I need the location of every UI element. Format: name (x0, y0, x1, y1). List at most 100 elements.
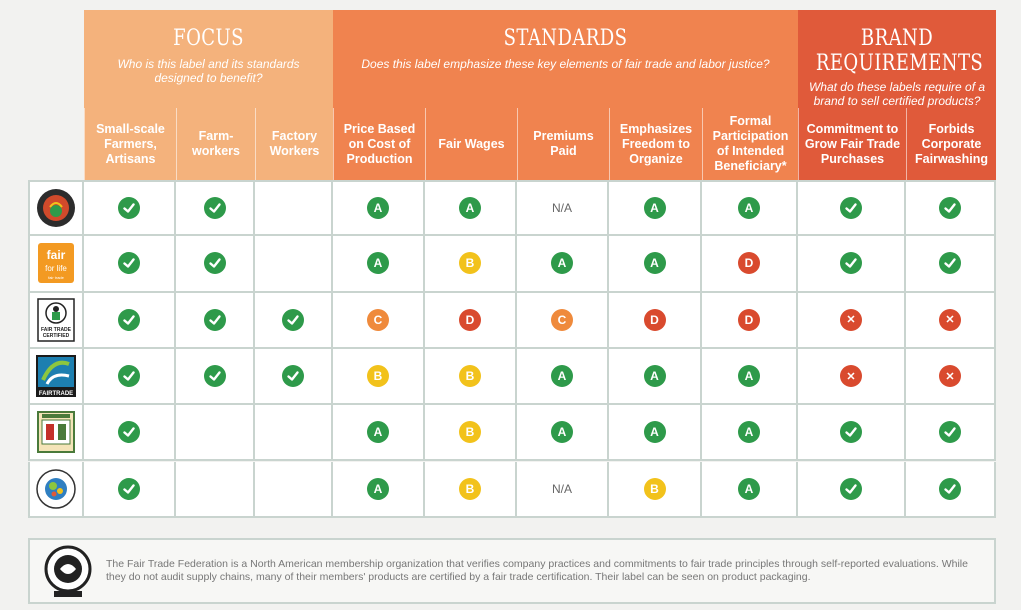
table-cell (84, 180, 176, 237)
check-icon (118, 252, 140, 275)
grade-badge: C (551, 308, 573, 331)
table-cell (176, 405, 255, 462)
check-icon (118, 197, 140, 220)
column-header: Factory Workers (255, 108, 333, 180)
table-cell (798, 180, 906, 237)
x-icon: ✕ (840, 365, 862, 388)
svg-text:fair: fair (47, 248, 66, 262)
row-logo-cell (28, 180, 84, 237)
table-cell: A (517, 348, 609, 406)
grade-badge: A (367, 477, 389, 500)
standards-subtitle: Does this label emphasize these key elem… (361, 57, 770, 71)
check-icon (203, 365, 226, 388)
grade-badge: D (738, 308, 760, 331)
table-cell: B (425, 236, 517, 293)
table-cell (798, 461, 906, 518)
table-cell: A (517, 405, 609, 462)
svg-text:FAIRTRADE: FAIRTRADE (39, 391, 73, 397)
column-header: Forbids Corporate Fairwashing (906, 108, 996, 180)
x-icon: ✕ (939, 308, 961, 331)
grade-badge: B (459, 365, 481, 388)
not-applicable-label: N/A (551, 481, 572, 496)
check-icon (939, 421, 961, 444)
table-cell (176, 461, 255, 518)
x-icon: ✕ (840, 308, 862, 331)
table-row: A A N/A A A (28, 180, 996, 237)
svg-text:FAIR TRADE: FAIR TRADE (41, 327, 72, 333)
grade-badge: A (643, 421, 666, 444)
x-icon: ✕ (939, 365, 961, 388)
check-icon (118, 365, 140, 388)
check-icon (939, 197, 961, 220)
table-cell: B (425, 348, 517, 406)
check-icon (118, 477, 140, 500)
grade-badge: A (367, 197, 389, 220)
table-cell (176, 292, 255, 349)
grade-badge: A (738, 421, 760, 444)
table-cell (84, 348, 176, 406)
table-cell: D (609, 292, 702, 349)
grade-badge: A (551, 365, 573, 388)
table-cell (255, 348, 333, 406)
check-icon (939, 477, 961, 500)
table-cell: D (425, 292, 517, 349)
check-icon (939, 252, 961, 275)
focus-group-header: FOCUS Who is this label and its standard… (84, 10, 333, 108)
table-cell (798, 405, 906, 462)
row-logo-cell (28, 461, 84, 518)
table-cell: ✕ (798, 292, 906, 349)
table-cell: A (333, 180, 425, 237)
table-row: A B N/A B A (28, 461, 996, 518)
fairtrade-logo: FAIRTRADE (34, 354, 78, 398)
table-cell (906, 236, 996, 293)
table-cell: B (425, 405, 517, 462)
table-cell: D (702, 292, 798, 349)
table-cell: B (333, 348, 425, 406)
table-cell: A (517, 236, 609, 293)
table-cell: A (333, 461, 425, 518)
grade-badge: C (367, 308, 389, 331)
row-logo-cell: FAIR TRADE CERTIFIED (28, 292, 84, 349)
table-cell (255, 405, 333, 462)
grade-badge: A (738, 477, 760, 500)
row-logo-cell: FAIRTRADE (28, 348, 84, 406)
grade-badge: A (643, 197, 666, 220)
check-icon (840, 421, 862, 444)
table-cell: A (425, 180, 517, 237)
grade-badge: A (738, 365, 760, 388)
brand-title: BRAND REQUIREMENTS (815, 26, 984, 76)
fair-trade-certified-logo: FAIR TRADE CERTIFIED (34, 297, 78, 342)
table-cell (176, 348, 255, 406)
svg-text:fair trade: fair trade (48, 275, 65, 280)
grade-badge: A (367, 252, 389, 275)
grade-badge: A (643, 252, 666, 275)
check-icon (282, 365, 304, 388)
small-producers-label-logo (34, 410, 78, 454)
table-cell (84, 405, 176, 462)
column-header: Formal Participation of Intended Benefic… (702, 108, 798, 180)
svg-text:for life: for life (45, 264, 67, 273)
check-icon (840, 252, 862, 275)
table-cell: D (702, 236, 798, 293)
grade-badge: D (459, 308, 481, 331)
table-cell (906, 405, 996, 462)
check-icon (203, 252, 226, 275)
table-cell: N/A (517, 461, 609, 518)
grade-badge: B (459, 252, 481, 275)
table-cell: B (425, 461, 517, 518)
table-cell (176, 180, 255, 237)
grade-badge: B (459, 477, 481, 500)
grade-badge: A (551, 252, 573, 275)
table-cell: A (702, 461, 798, 518)
grade-badge: A (551, 421, 573, 444)
focus-title: FOCUS (173, 26, 244, 51)
table-cell: A (609, 236, 702, 293)
brand-group-header: BRAND REQUIREMENTS What do these labels … (798, 10, 996, 108)
table-cell: A (609, 348, 702, 406)
table-cell: A (609, 180, 702, 237)
column-header: Commitment to Grow Fair Trade Purchases (798, 108, 906, 180)
table-row: fair for life fair trade A B A A D (28, 236, 996, 293)
table-cell: C (333, 292, 425, 349)
table-cell: ✕ (798, 348, 906, 406)
